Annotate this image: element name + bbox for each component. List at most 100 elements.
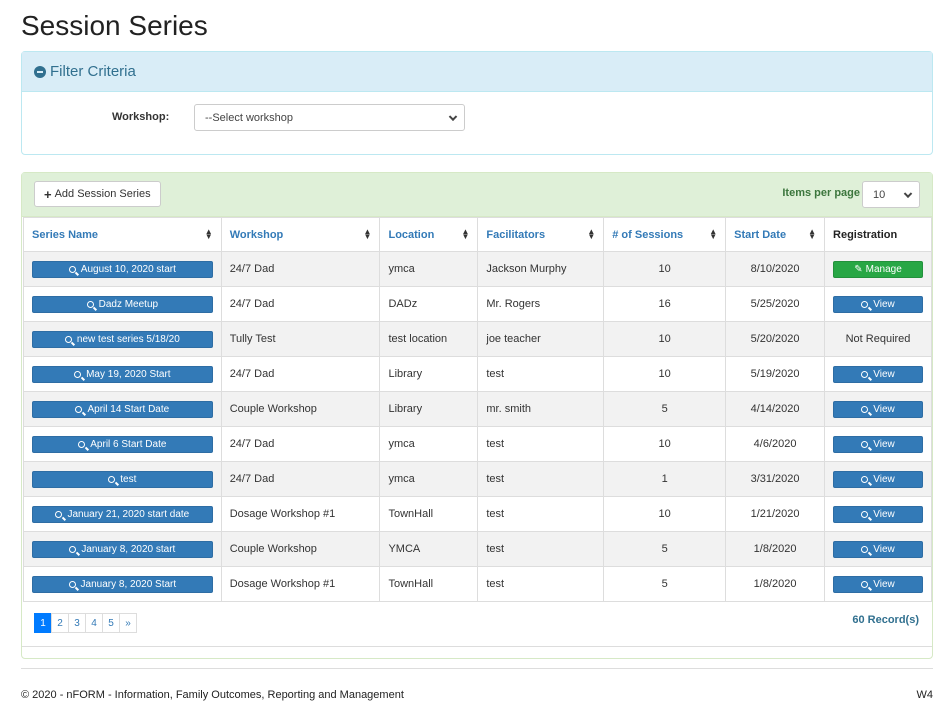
sort-icon[interactable]: ▲ ▼ <box>461 227 470 241</box>
manage-button[interactable]: ✎ Manage <box>833 260 923 278</box>
view-button[interactable]: View <box>833 435 923 453</box>
sessions-cell: 5 <box>603 566 727 602</box>
sessions-cell: 10 <box>603 496 727 532</box>
workshop-cell: Dosage Workshop #1 <box>220 496 381 532</box>
column-header-location[interactable]: Location ▲ ▼ <box>379 217 479 252</box>
table-row: April 6 Start Date 24/7 Dad ymca test 10 4/6/… <box>23 426 932 462</box>
search-icon <box>68 265 76 273</box>
table-row: January 8, 2020 start Couple Workshop YMCA… <box>23 531 932 567</box>
series-name-button[interactable]: April 6 Start Date <box>32 435 213 453</box>
registration-cell: View <box>824 566 932 602</box>
pagination-page-3[interactable]: 3 <box>68 613 86 633</box>
sort-icon[interactable]: ▲ ▼ <box>363 227 372 241</box>
view-button[interactable]: View <box>833 540 923 558</box>
sessions-cell: 10 <box>603 426 727 462</box>
table-row: new test series 5/18/20 Tully Test test lo… <box>23 321 932 357</box>
series-name-button[interactable]: January 8, 2020 start <box>32 540 213 558</box>
record-count: 60 Record(s) <box>852 614 919 626</box>
table-row: May 19, 2020 Start 24/7 Dad Library test 10 5… <box>23 356 932 392</box>
workshop-select[interactable]: --Select workshop <box>194 104 465 131</box>
facilitators-cell: test <box>477 426 605 462</box>
column-header-workshop[interactable]: Workshop ▲ ▼ <box>220 217 381 252</box>
pagination-page-2[interactable]: 2 <box>51 613 69 633</box>
series-name-button[interactable]: test <box>32 470 213 488</box>
workshop-cell: Couple Workshop <box>220 531 381 567</box>
sort-icon[interactable]: ▲ ▼ <box>709 227 718 241</box>
facilitators-cell: mr. smith <box>477 391 605 427</box>
series-name-button[interactable]: new test series 5/18/20 <box>32 330 213 348</box>
series-name-button[interactable]: Dadz Meetup <box>32 295 213 313</box>
column-header-facilitators[interactable]: Facilitators ▲ ▼ <box>477 217 605 252</box>
search-icon <box>74 370 82 378</box>
series-name-button[interactable]: August 10, 2020 start <box>32 260 213 278</box>
series-name-cell: April 6 Start Date <box>23 426 222 462</box>
sort-icon[interactable]: ▲ ▼ <box>587 227 596 241</box>
series-panel: + Add Session Series Items per page 10 S… <box>21 172 933 659</box>
column-header-registration: Registration <box>824 217 932 252</box>
facilitators-cell: Mr. Rogers <box>477 286 605 322</box>
column-header-series-name[interactable]: Series Name ▲ ▼ <box>23 217 222 252</box>
registration-cell: View <box>824 356 932 392</box>
start-date-cell: 1/21/2020 <box>725 496 826 532</box>
search-icon <box>861 370 869 378</box>
facilitators-cell: test <box>477 461 605 497</box>
series-name-cell: April 14 Start Date <box>23 391 222 427</box>
search-icon <box>861 510 869 518</box>
view-button[interactable]: View <box>833 295 923 313</box>
start-date-cell: 1/8/2020 <box>725 566 826 602</box>
series-name-button[interactable]: May 19, 2020 Start <box>32 365 213 383</box>
search-icon <box>64 335 72 343</box>
sessions-cell: 10 <box>603 321 727 357</box>
pagination-next[interactable]: » <box>119 613 137 633</box>
sessions-cell: 10 <box>603 251 727 287</box>
search-icon <box>55 510 63 518</box>
registration-label: View <box>873 543 895 555</box>
filter-toggle[interactable]: Filter Criteria <box>22 52 932 92</box>
view-button[interactable]: View <box>833 575 923 593</box>
series-name-label: April 14 Start Date <box>87 403 170 415</box>
registration-label: Manage <box>865 263 902 275</box>
facilitators-cell: test <box>477 356 605 392</box>
table-row: Dadz Meetup 24/7 Dad DADz Mr. Rogers 16 5/25/… <box>23 286 932 322</box>
start-date-cell: 5/25/2020 <box>725 286 826 322</box>
registration-cell: View <box>824 391 932 427</box>
items-per-page-label: Items per page <box>782 187 860 199</box>
series-name-label: new test series 5/18/20 <box>76 333 180 345</box>
series-name-button[interactable]: April 14 Start Date <box>32 400 213 418</box>
view-button[interactable]: View <box>833 470 923 488</box>
series-name-button[interactable]: January 8, 2020 Start <box>32 575 213 593</box>
pagination-page-1[interactable]: 1 <box>34 613 52 633</box>
filter-heading: Filter Criteria <box>50 63 136 80</box>
column-header-start-date[interactable]: Start Date ▲ ▼ <box>725 217 826 252</box>
location-cell: TownHall <box>379 496 479 532</box>
add-session-series-button[interactable]: + Add Session Series <box>34 181 161 207</box>
column-header-of-sessions[interactable]: # of Sessions ▲ ▼ <box>603 217 727 252</box>
pagination-page-5[interactable]: 5 <box>102 613 120 633</box>
sort-icon[interactable]: ▲ ▼ <box>204 227 213 241</box>
series-name-label: August 10, 2020 start <box>80 263 176 275</box>
sort-icon[interactable]: ▲ ▼ <box>808 227 817 241</box>
items-per-page-value: 10 <box>873 188 886 201</box>
view-button[interactable]: View <box>833 400 923 418</box>
view-button[interactable]: View <box>833 365 923 383</box>
view-button[interactable]: View <box>833 505 923 523</box>
plus-icon: + <box>44 186 52 202</box>
series-name-button[interactable]: January 21, 2020 start date <box>32 505 213 523</box>
facilitators-cell: test <box>477 496 605 532</box>
sessions-cell: 1 <box>603 461 727 497</box>
workshop-cell: 24/7 Dad <box>220 286 381 322</box>
workshop-label: Workshop: <box>112 111 170 123</box>
series-name-label: April 6 Start Date <box>90 438 167 450</box>
registration-cell: Not Required <box>824 321 932 357</box>
location-cell: ymca <box>379 251 479 287</box>
registration-label: View <box>873 578 895 590</box>
search-icon <box>861 300 869 308</box>
location-cell: Library <box>379 391 479 427</box>
workshop-cell: 24/7 Dad <box>220 251 381 287</box>
pagination-page-4[interactable]: 4 <box>85 613 103 633</box>
registration-cell: View <box>824 531 932 567</box>
footer-copyright: © 2020 - nFORM - Information, Family Out… <box>21 689 404 701</box>
add-label: Add Session Series <box>54 188 151 200</box>
registration-cell: View <box>824 496 932 532</box>
items-per-page-select[interactable]: 10 <box>862 181 920 208</box>
